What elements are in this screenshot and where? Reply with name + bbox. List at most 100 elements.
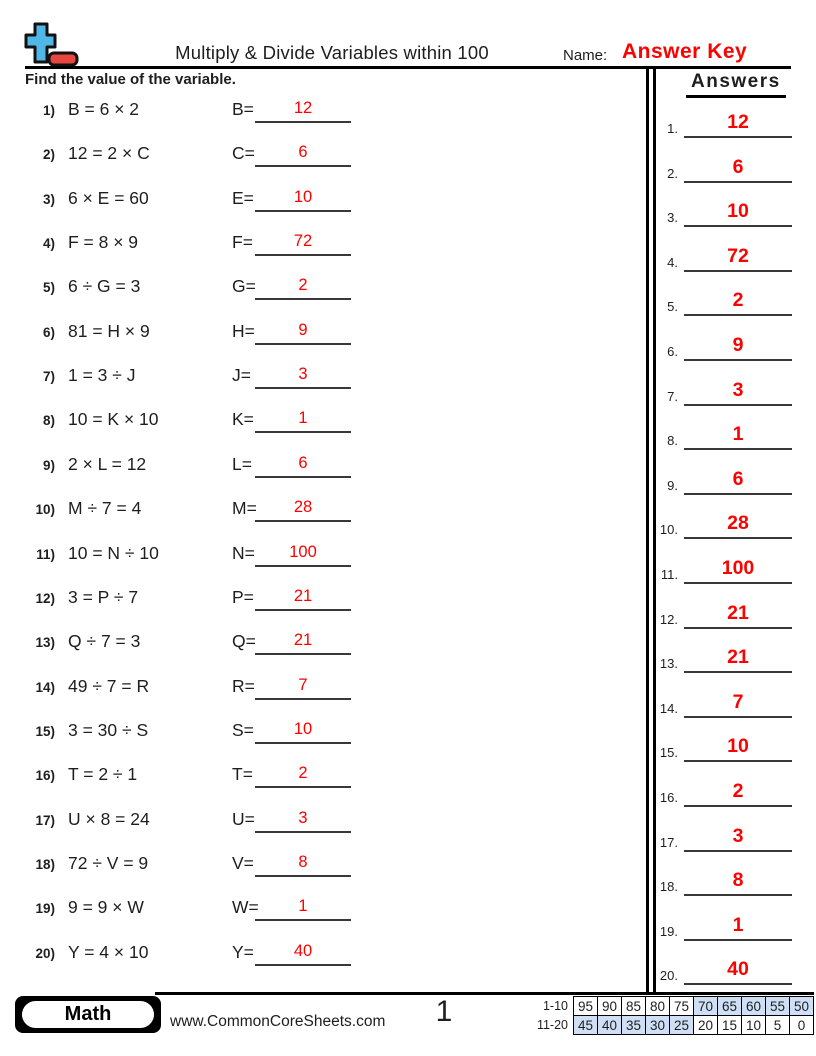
score-cell: 0 xyxy=(789,1015,814,1035)
answer-blank: 8 xyxy=(255,853,351,877)
problem-row: 20) Y = 4 × 10 Y= 40 xyxy=(25,934,387,966)
problem-equation: Q ÷ 7 = 3 xyxy=(68,631,141,652)
problem-number: 14) xyxy=(35,679,55,695)
problem-equation: 49 ÷ 7 = R xyxy=(68,675,150,696)
problem-row: 14) 49 ÷ 7 = R R= 7 xyxy=(25,668,387,700)
answer-value: 3 xyxy=(732,378,744,401)
answer-number: 2. xyxy=(667,165,678,181)
problem-number: 16) xyxy=(35,768,55,784)
answer-blank: 100 xyxy=(684,557,792,584)
answer-value: 28 xyxy=(293,498,313,517)
answer-value: 1 xyxy=(732,913,744,936)
variable-label: R= xyxy=(232,675,255,696)
problem-number: 5) xyxy=(42,280,55,296)
answer-blank: 21 xyxy=(255,587,351,611)
answer-number: 8. xyxy=(667,433,678,449)
answer-blank: 10 xyxy=(255,720,351,744)
answer-blank: 3 xyxy=(255,809,351,833)
page-number: 1 xyxy=(435,995,453,1028)
problem-equation: 81 = H × 9 xyxy=(68,320,150,341)
answer-row: 2. 6 xyxy=(656,151,808,183)
answer-row: 20. 40 xyxy=(656,953,808,986)
answers-column-divider xyxy=(646,68,656,992)
answer-value: 3 xyxy=(298,808,308,827)
problem-row: 5) 6 ÷ G = 3 G= 2 xyxy=(25,268,387,301)
problem-number: 7) xyxy=(42,369,55,385)
problem-number: 18) xyxy=(35,856,55,872)
answer-value: 21 xyxy=(293,586,313,605)
problem-row: 7) 1 = 3 ÷ J J= 3 xyxy=(25,357,387,390)
answer-value: 2 xyxy=(732,780,744,802)
answer-number: 15. xyxy=(659,745,678,761)
answer-blank: 21 xyxy=(255,631,351,656)
variable-label: T= xyxy=(232,764,253,785)
variable-label: K= xyxy=(232,409,254,430)
answer-blank: 21 xyxy=(684,602,792,629)
answer-blank: 6 xyxy=(684,468,792,495)
answer-blank: 2 xyxy=(684,780,792,807)
answer-value: 7 xyxy=(732,690,744,713)
variable-label: H= xyxy=(232,320,255,341)
problem-equation: Y = 4 × 10 xyxy=(68,941,149,962)
answer-blank: 28 xyxy=(684,512,792,540)
problem-number: 13) xyxy=(35,635,55,651)
answer-value: 8 xyxy=(732,869,744,892)
answer-blank: 1 xyxy=(255,897,351,922)
answer-value: 6 xyxy=(298,453,308,472)
problem-row: 12) 3 = P ÷ 7 P= 21 xyxy=(25,579,387,611)
problem-number: 17) xyxy=(35,812,55,828)
answer-blank: 10 xyxy=(684,200,792,228)
answer-value: 6 xyxy=(298,143,308,162)
score-cell: 35 xyxy=(621,1015,646,1035)
variable-label: G= xyxy=(232,276,256,297)
answer-row: 12. 21 xyxy=(656,597,808,629)
score-range-label: 1-10 xyxy=(542,999,568,1013)
problem-row: 15) 3 = 30 ÷ S S= 10 xyxy=(25,712,387,744)
score-cell: 55 xyxy=(765,996,790,1016)
score-cell: 85 xyxy=(621,996,646,1016)
answer-number: 18. xyxy=(659,879,678,895)
answer-blank: 1 xyxy=(684,423,792,451)
answer-value: 12 xyxy=(727,111,749,133)
variable-label: E= xyxy=(232,187,254,208)
variable-label: L= xyxy=(232,453,252,474)
problem-equation: 12 = 2 × C xyxy=(68,143,150,164)
answer-blank: 1 xyxy=(255,409,351,434)
problem-number: 2) xyxy=(42,147,55,163)
problem-row: 8) 10 = K × 10 K= 1 xyxy=(25,401,387,434)
problem-equation: 6 ÷ G = 3 xyxy=(68,276,141,297)
problem-row: 17) U × 8 = 24 U= 3 xyxy=(25,801,387,833)
variable-label: Y= xyxy=(232,941,254,962)
answer-value: 21 xyxy=(293,631,313,650)
answer-blank: 12 xyxy=(684,111,792,138)
answer-blank: 72 xyxy=(255,232,351,257)
answer-row: 16. 2 xyxy=(656,775,808,807)
problem-row: 4) F = 8 × 9 F= 72 xyxy=(25,224,387,257)
score-cell: 5 xyxy=(765,1015,790,1035)
variable-label: W= xyxy=(232,897,259,918)
score-cell: 60 xyxy=(741,996,766,1016)
answer-blank: 1 xyxy=(684,914,792,941)
subject-label: Math xyxy=(64,1003,112,1025)
answer-key-text: Answer Key xyxy=(622,40,748,63)
answer-row: 19. 1 xyxy=(656,909,808,941)
answer-row: 13. 21 xyxy=(656,641,808,674)
score-range-label: 11-20 xyxy=(536,1018,568,1032)
answer-value: 3 xyxy=(298,365,308,384)
problem-equation: 10 = N ÷ 10 xyxy=(68,542,159,563)
answer-row: 4. 72 xyxy=(656,240,808,272)
answer-blank: 10 xyxy=(255,188,351,212)
answer-value: 2 xyxy=(732,289,744,312)
variable-label: J= xyxy=(232,365,251,386)
answer-row: 9. 6 xyxy=(656,463,808,495)
answer-blank: 7 xyxy=(684,691,792,718)
problem-row: 2) 12 = 2 × C C= 6 xyxy=(25,135,387,168)
variable-label: M= xyxy=(232,498,257,519)
score-cell: 65 xyxy=(717,996,742,1016)
answer-number: 5. xyxy=(667,299,678,315)
problem-equation: F = 8 × 9 xyxy=(68,232,139,253)
answer-value: 28 xyxy=(727,512,749,535)
problem-equation: 72 ÷ V = 9 xyxy=(68,852,149,873)
answer-value: 10 xyxy=(727,735,749,758)
answer-row: 14. 7 xyxy=(656,686,808,718)
